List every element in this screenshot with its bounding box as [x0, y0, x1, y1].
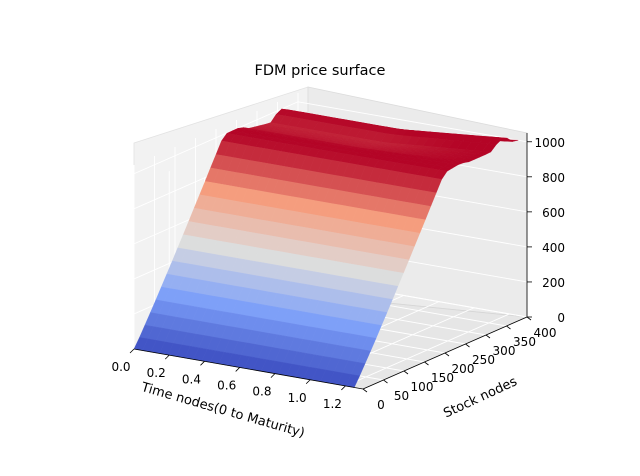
y-tick-mark	[424, 361, 429, 366]
z-tick-label: 0	[557, 311, 565, 325]
z-tick-label: 200	[542, 276, 565, 290]
y-tick-label: 400	[534, 326, 557, 340]
y-tick-label: 200	[452, 362, 475, 376]
z-tick-label: 400	[542, 241, 565, 255]
y-tick-label: 350	[513, 335, 536, 349]
x-tick-mark	[341, 385, 346, 391]
x-tick-label: 0.8	[252, 385, 271, 399]
z-tick-label: 800	[542, 171, 565, 185]
x-axis-line	[133, 348, 364, 390]
x-tick-label: 1.0	[288, 391, 307, 405]
x-tick-mark	[305, 379, 311, 385]
x-tick-label: 0.0	[111, 360, 130, 374]
y-tick-mark	[444, 352, 450, 357]
y-tick-mark	[506, 325, 511, 330]
z-tick-label: 1000	[534, 136, 565, 150]
x-tick-label: 0.6	[217, 378, 236, 392]
y-tick-label: 100	[411, 380, 434, 394]
y-tick-mark	[383, 379, 388, 384]
x-tick-mark	[164, 354, 170, 360]
y-tick-mark	[465, 343, 470, 348]
x-tick-label: 1.2	[323, 397, 342, 411]
x-axis-ticks: 0.0 0.2 0.4 0.6 0.8 1.0 1.2	[111, 348, 346, 411]
y-tick-label: 0	[377, 398, 385, 412]
y-tick-mark	[403, 370, 409, 375]
y-tick-mark	[362, 388, 368, 393]
z-tick-label: 600	[542, 206, 565, 220]
x-tick-mark	[270, 373, 276, 378]
z-axis-ticks: 0 200 400 600 800 1000	[527, 136, 565, 325]
y-tick-label: 150	[431, 371, 454, 385]
y-tick-label: 50	[394, 389, 409, 403]
x-tick-mark	[129, 348, 135, 354]
grid-line	[297, 101, 528, 143]
y-tick-label: 250	[472, 353, 495, 367]
price-surface	[133, 108, 519, 388]
grid-line	[133, 101, 299, 175]
x-tick-mark	[235, 367, 240, 372]
x-tick-label: 0.4	[182, 372, 201, 386]
y-tick-label: 300	[493, 344, 516, 358]
y-tick-mark	[485, 334, 491, 339]
chart-title: FDM price surface	[254, 63, 386, 79]
y-tick-mark	[526, 316, 532, 321]
x-tick-label: 0.2	[147, 366, 166, 380]
x-tick-mark	[200, 361, 205, 366]
